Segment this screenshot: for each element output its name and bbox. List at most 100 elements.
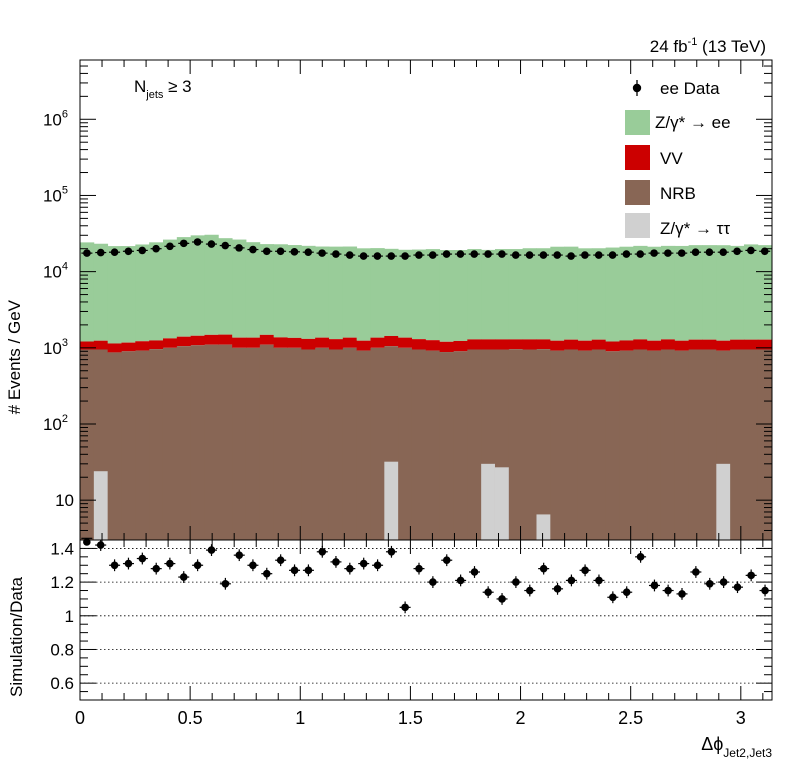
- ratio-y-tick-label: 0.6: [50, 674, 74, 693]
- data-point: [484, 250, 492, 258]
- x-tick-label: 3: [736, 708, 746, 728]
- ratio-point: [636, 553, 645, 561]
- ratio-gridlines: [80, 548, 772, 684]
- bar-vv: [287, 337, 302, 348]
- selection-label: Njets ≥ 3: [134, 77, 192, 101]
- bar-zee: [315, 246, 330, 338]
- bar-vv: [660, 339, 676, 350]
- bar-nrb: [121, 351, 136, 540]
- bar-vv: [439, 341, 454, 353]
- bar-zee: [273, 244, 288, 338]
- data-point: [110, 248, 119, 256]
- bar-zee: [245, 242, 261, 338]
- data-point: [760, 247, 769, 256]
- bar-nrb: [522, 349, 537, 540]
- legend-zee-swatch: [625, 110, 650, 135]
- bar-nrb: [647, 350, 662, 540]
- bar-vv: [619, 340, 634, 351]
- ratio-y-tick-label: 1.2: [50, 573, 74, 592]
- bar-zee: [660, 245, 676, 340]
- y-tick-label: 105: [43, 184, 68, 205]
- ratio-point: [235, 551, 244, 559]
- bar-zee: [467, 249, 482, 340]
- ratio-point: [83, 538, 91, 546]
- bar-vv: [218, 334, 233, 345]
- legend-entry-ztt: Z/γ* → ττ: [625, 213, 730, 238]
- ratio-point: [719, 578, 728, 586]
- bar-nrb: [273, 347, 288, 540]
- bar-zee: [743, 244, 759, 340]
- bar-zee: [328, 246, 344, 340]
- bar-vv: [149, 340, 164, 350]
- bar-nrb: [550, 350, 565, 540]
- ratio-point: [359, 559, 368, 568]
- bar-nrb: [564, 349, 579, 540]
- bar-nrb: [536, 349, 551, 540]
- bar-vv: [135, 341, 150, 351]
- bar-nrb: [328, 349, 344, 540]
- data-point: [456, 250, 465, 258]
- data-point: [664, 249, 672, 257]
- lumi-label: 24 fb-1 (13 TeV): [650, 36, 766, 56]
- data-point: [705, 248, 714, 256]
- y-tick-label: 102: [43, 413, 68, 434]
- bar-vv: [481, 339, 496, 350]
- legend-entry-vv: VV: [625, 145, 683, 170]
- bar-zee: [190, 235, 205, 336]
- data-point: [138, 246, 147, 255]
- data-point: [387, 252, 396, 260]
- data-point: [262, 247, 271, 256]
- ratio-point: [276, 556, 285, 565]
- bar-nrb: [342, 347, 358, 540]
- data-point: [276, 247, 285, 256]
- bar-nrb: [176, 346, 192, 540]
- bar-zee: [564, 246, 579, 340]
- data-point: [83, 249, 91, 257]
- data-point: [636, 250, 645, 258]
- bar-zee: [439, 250, 454, 342]
- bar-zee: [453, 250, 468, 341]
- bar-zee: [232, 239, 247, 338]
- ratio-axes: 0.6 0.8 1 1.2 1.4 0 0.5 1 1.5 2 2.5 3: [50, 539, 772, 728]
- bar-nrb: [398, 347, 413, 540]
- bar-nrb: [245, 347, 261, 540]
- bar-vv: [370, 337, 385, 348]
- bar-nrb: [439, 352, 454, 540]
- data-point: [179, 239, 188, 248]
- data-point: [428, 251, 437, 259]
- ratio-point: [138, 554, 147, 563]
- ratio-point: [733, 583, 742, 591]
- data-point: [193, 238, 202, 246]
- bar-zee: [93, 243, 109, 341]
- bar-vv: [245, 337, 261, 348]
- bar-ztt: [384, 461, 399, 540]
- bar-zee: [398, 249, 413, 338]
- bar-vv: [107, 343, 122, 353]
- ratio-point: [664, 586, 672, 595]
- bar-vv: [688, 339, 703, 350]
- ratio-point: [152, 564, 161, 573]
- bar-vv: [647, 340, 662, 351]
- bar-nrb: [619, 350, 634, 540]
- ratio-y-axis-title: Simulation/Data: [7, 576, 26, 697]
- data-point: [442, 250, 451, 258]
- bar-nrb: [633, 349, 648, 540]
- bar-zee: [135, 244, 150, 342]
- bar-zee: [218, 238, 233, 335]
- bar-zee: [425, 249, 441, 341]
- ratio-point: [678, 590, 686, 598]
- data-point: [594, 251, 603, 259]
- bar-zee: [730, 245, 745, 340]
- ratio-point: [442, 556, 451, 565]
- bar-zee: [204, 234, 219, 335]
- bar-vv: [453, 340, 468, 352]
- bar-vv: [259, 334, 275, 345]
- bar-vv: [550, 340, 565, 351]
- y-axis-title: # Events / GeV: [5, 299, 24, 414]
- legend-ztt-swatch: [625, 213, 650, 238]
- bar-nrb: [356, 350, 371, 540]
- data-point: [650, 249, 658, 257]
- ratio-y-tick-label: 0.8: [50, 640, 74, 659]
- bar-nrb: [508, 349, 524, 540]
